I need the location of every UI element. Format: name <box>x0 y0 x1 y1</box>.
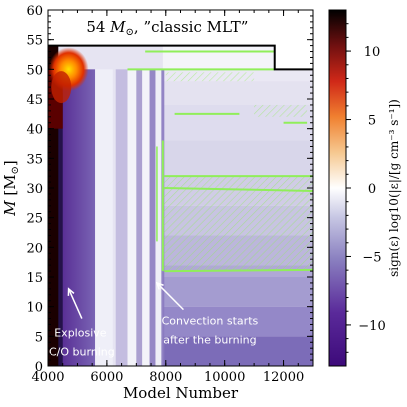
heatmap-area: Explosive C/O burning Convection starts aft… <box>48 10 313 366</box>
heatmap-pulse <box>136 69 143 366</box>
colorbar-tick-label: 0 <box>368 182 376 197</box>
y-tick-label: 60 <box>26 4 43 19</box>
y-tick-label: 30 <box>26 182 43 197</box>
heatmap-pulse <box>155 69 162 366</box>
heatmap-band <box>162 140 313 177</box>
y-tick-label: 50 <box>26 63 43 78</box>
stellar-surface-line <box>48 44 313 71</box>
x-tick-label: 8000 <box>149 370 182 385</box>
heatmap-band <box>162 45 275 70</box>
annotation-arrowhead <box>67 287 75 296</box>
above-surface <box>48 10 313 70</box>
annotation-arrowhead <box>155 281 164 290</box>
y-tick-label: 5 <box>35 330 43 345</box>
colorbar-tick-label: 10 <box>364 45 381 60</box>
plot-title: 54 M⊙, ”classic MLT” <box>86 18 248 38</box>
heatmap-pulse <box>115 69 128 366</box>
colorbar-tick-label: 5 <box>368 114 376 129</box>
y-tick-label: 35 <box>26 152 43 167</box>
x-tick-label: 10000 <box>204 370 245 385</box>
colorbar-tick-label: −10 <box>358 319 385 334</box>
convection-zone <box>162 176 313 272</box>
annotation-text: Convection starts <box>162 314 259 327</box>
heatmap-band <box>162 306 313 337</box>
colorbar-label: sign(ε) log10(|ε|/[g cm⁻³ s⁻¹]) <box>387 99 401 277</box>
y-tick-label: 40 <box>26 123 43 138</box>
convection-zone <box>165 72 255 82</box>
convection-boundary <box>164 268 313 273</box>
y-tick-label: 55 <box>26 34 43 49</box>
y-tick-label: 45 <box>26 93 43 108</box>
heatmap-band <box>162 81 313 105</box>
x-axis-label: Model Number <box>123 384 239 402</box>
annotation-arrow <box>67 288 83 319</box>
y-tick-label: 0 <box>35 360 43 375</box>
heatmap-pulse <box>127 69 137 366</box>
y-tick-label: 10 <box>26 301 43 316</box>
colorbar-gradient <box>328 9 347 367</box>
hot-spot <box>51 71 72 104</box>
heatmap-layer: Explosive C/O burning Convection starts aft… <box>48 10 313 366</box>
heatmap-band <box>162 336 313 366</box>
convection-boundary <box>164 187 313 192</box>
y-tick-label: 15 <box>26 271 43 286</box>
annotation-text: after the burning <box>163 333 256 346</box>
x-tick-label: 6000 <box>90 370 123 385</box>
annotations: Explosive C/O burning Convection starts aft… <box>49 281 259 358</box>
x-tick-label: 4000 <box>31 370 64 385</box>
heatmap-pulse <box>95 69 113 366</box>
y-axis-label: M [M⊙] <box>1 160 21 217</box>
annotation-text: C/O burning <box>49 345 115 358</box>
annotation-text: Explosive <box>54 326 107 339</box>
y-tick-label: 20 <box>26 241 43 256</box>
axes: 4000 6000 8000 10000 12000 0 5 10 15 20 25 30 35 40 45… <box>1 4 314 402</box>
y-tick-label: 25 <box>26 212 43 227</box>
heatmap-core <box>48 45 59 366</box>
heatmap-pulse <box>142 69 150 366</box>
annotation-arrow <box>156 282 184 311</box>
heatmap-pulse <box>149 69 156 366</box>
colorbar-tick-label: −5 <box>362 250 381 265</box>
convection-zone <box>254 104 308 117</box>
heatmap-band <box>162 277 313 307</box>
x-tick-label: 12000 <box>263 370 304 385</box>
colorbar: −10 −5 0 5 10 sign(ε) log10(|ε|/[g cm⁻³ s⁻¹]) <box>328 9 401 367</box>
